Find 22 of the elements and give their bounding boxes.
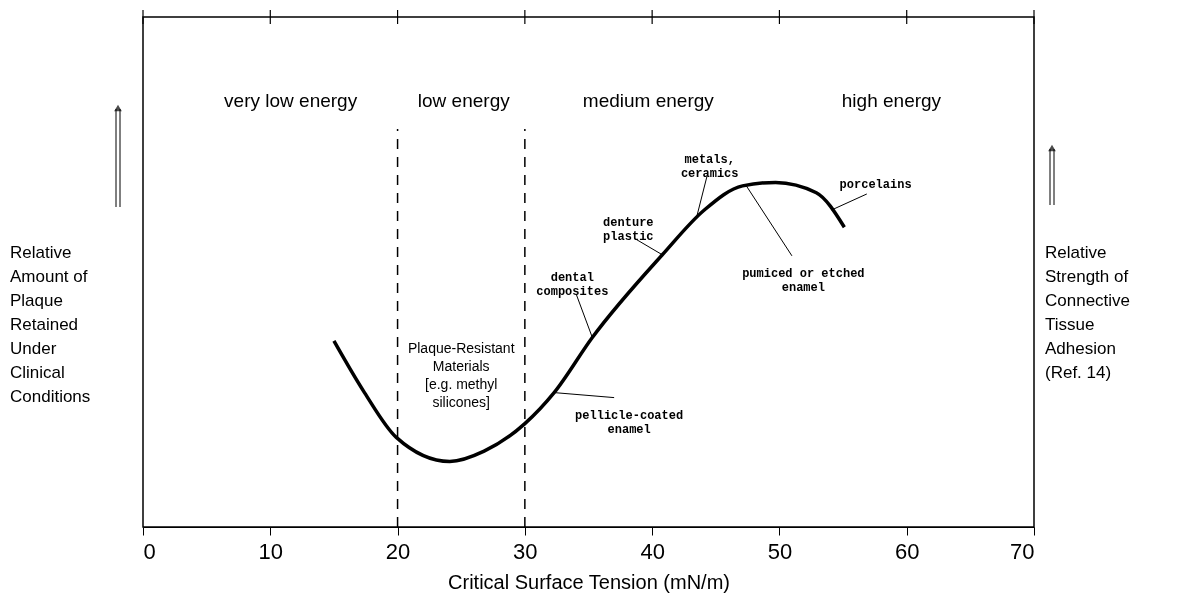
y-axis-title: Relative Amount of Plaque Retained Under Clinical Conditions — [10, 243, 91, 406]
annotation: metals, ceramics — [680, 152, 739, 181]
x-tick-label: 20 — [385, 538, 411, 564]
x-tick-label: 40 — [640, 538, 665, 564]
annotation: Plaque-Resistant Materials [e.g. methyl silicones] — [407, 340, 515, 410]
annotation: pumiced or etched enamel — [742, 266, 865, 295]
text: very low energy — [224, 90, 358, 111]
annotation: pellicle-coated enamel — [575, 408, 684, 437]
x-tick-label: 50 — [767, 538, 793, 564]
x-axis-title: Critical Surface Tension (mN/m) — [448, 570, 730, 593]
text: low energy — [417, 90, 511, 111]
annotation: porcelains — [839, 177, 912, 192]
x-tick-label: 70 — [1010, 538, 1035, 564]
y2-axis-title: Relative Strength of Connective Tissue Adhesion (Ref. 14) — [1045, 243, 1131, 382]
x-tick-label: 10 — [258, 538, 284, 564]
annotation: dental composites — [536, 271, 609, 300]
x-tick-label: 60 — [894, 538, 920, 564]
x-tick-label: 0 — [143, 538, 156, 564]
text: high energy — [841, 90, 942, 111]
text: medium energy — [582, 90, 715, 111]
x-tick-label: 30 — [513, 538, 538, 564]
annotation: denture plastic — [603, 215, 654, 244]
